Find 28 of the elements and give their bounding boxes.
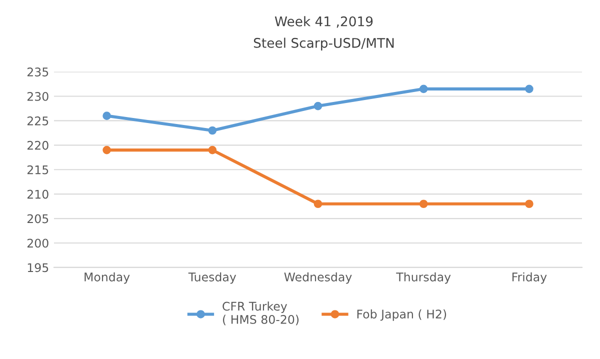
point <box>208 146 217 154</box>
point <box>102 112 111 120</box>
y-tick-label: 200 <box>27 238 48 248</box>
legend-label: CFR Turkey ( HMS 80-20) <box>222 302 299 326</box>
y-tick-label: 225 <box>27 116 48 126</box>
y-tick-label: 215 <box>27 165 48 174</box>
chart-title: Week 41 ,2019 <box>274 16 373 28</box>
point <box>419 200 428 208</box>
x-tick-label: Tuesday <box>188 272 236 284</box>
chart-subtitle: Steel Scarp-USD/MTN <box>254 38 394 50</box>
y-tick-label: 210 <box>27 190 48 199</box>
x-tick-label: Friday <box>512 272 547 284</box>
point <box>525 200 534 208</box>
point <box>419 84 428 94</box>
legend-label: Fob Japan ( H2) <box>357 309 446 321</box>
y-tick-label: 205 <box>27 214 48 224</box>
point <box>208 126 217 135</box>
point <box>314 200 322 208</box>
point <box>314 102 322 110</box>
x-tick-label: Wednesday <box>284 272 352 284</box>
x-tick-label: Thursday <box>396 272 451 284</box>
x-tick-label: Monday <box>84 272 130 284</box>
point <box>525 84 534 94</box>
y-tick-label: 195 <box>28 263 48 272</box>
y-tick-label: 230 <box>27 92 48 101</box>
point <box>102 146 111 154</box>
y-tick-label: 235 <box>27 68 48 76</box>
y-tick-label: 220 <box>27 140 48 150</box>
